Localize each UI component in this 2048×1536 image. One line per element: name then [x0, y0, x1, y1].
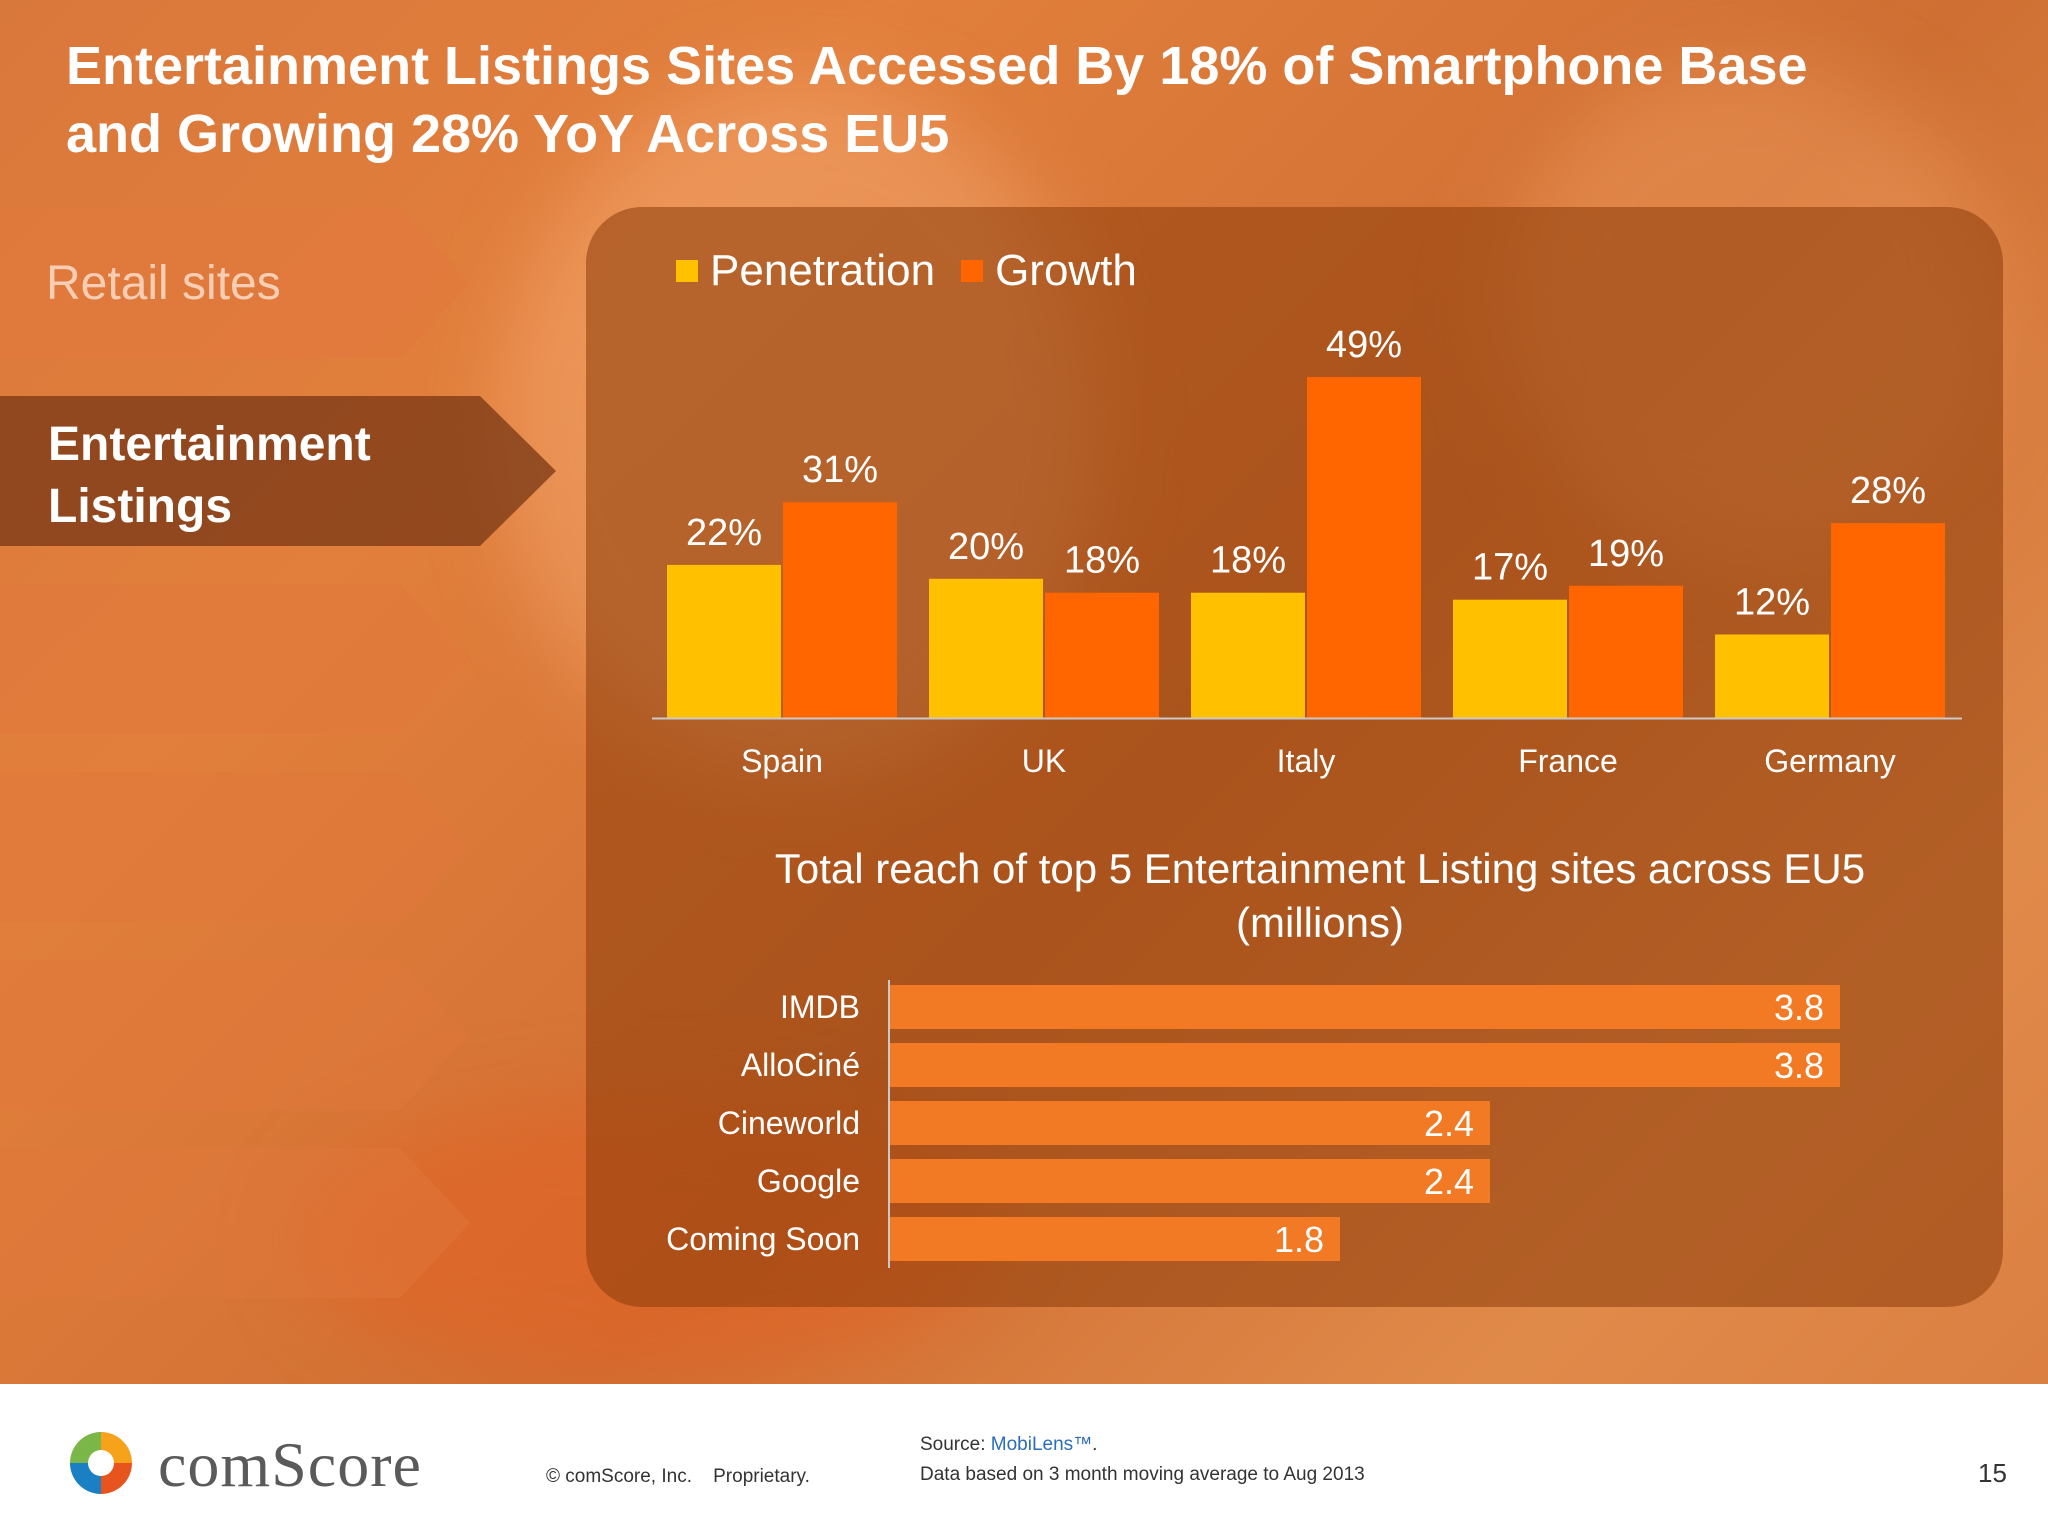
nav-tab-shape — [0, 396, 556, 546]
reach-data-label: 3.8 — [1774, 987, 1824, 1028]
data-label: 19% — [1588, 533, 1664, 575]
page-number: 15 — [1978, 1458, 2007, 1488]
reach-category-label: Cineworld — [718, 1105, 860, 1141]
bar-penetration-uk — [929, 578, 1043, 718]
nav-tab-shape — [0, 208, 470, 358]
reach-data-label: 2.4 — [1424, 1103, 1474, 1144]
data-label: 49% — [1326, 324, 1402, 366]
x-tick-label: Italy — [1277, 743, 1336, 779]
footer-source-link[interactable]: MobiLens™ — [990, 1434, 1093, 1455]
data-label: 31% — [802, 449, 878, 491]
footer-copyright-text: © comScore, Inc. — [546, 1466, 692, 1487]
data-label: 22% — [686, 512, 762, 554]
bar-growth-uk — [1045, 592, 1159, 718]
data-label: 20% — [948, 526, 1024, 568]
nav-tab-label: Entertainment Listings — [48, 414, 371, 538]
nav-tab-entertainment-listings[interactable]: Entertainment Listings — [0, 396, 560, 546]
reach-category-label: Google — [757, 1163, 860, 1199]
x-tick-label: Spain — [741, 743, 823, 779]
reach-bar-coming-soon — [890, 1217, 1340, 1261]
reach-category-label: IMDB — [780, 989, 860, 1025]
reach-bar-cineworld — [890, 1101, 1490, 1145]
bar-growth-germany — [1831, 523, 1945, 718]
reach-bar-allocin- — [890, 1043, 1840, 1087]
footer-source-prefix: Source: — [920, 1434, 991, 1455]
bar-growth-france — [1569, 585, 1683, 718]
nav-tab-retail-sites[interactable]: Retail sites — [0, 208, 470, 358]
nav-tab-shape — [0, 960, 470, 1110]
footer — [0, 1384, 2048, 1536]
comscore-logo-text: comScore — [158, 1429, 422, 1500]
nav-tab-shape — [0, 1148, 470, 1298]
nav-tab-shape — [0, 772, 470, 922]
reach-chart-title-line-2: (millions) — [1236, 899, 1404, 946]
bar-penetration-france — [1453, 599, 1567, 718]
data-label: 12% — [1734, 581, 1810, 623]
reach-bar-google — [890, 1159, 1490, 1203]
x-tick-label: Germany — [1764, 743, 1896, 779]
legend-item-penetration: Penetration — [676, 246, 935, 296]
reach-data-label: 3.8 — [1774, 1045, 1824, 1086]
legend-label: Penetration — [710, 246, 936, 295]
footer-note: Data based on 3 month moving average to … — [920, 1464, 1365, 1485]
data-label: 17% — [1472, 547, 1548, 589]
legend-swatch-penetration — [676, 260, 698, 282]
slide-title-line-2: and Growing 28% YoY Across EU5 — [66, 104, 950, 164]
comscore-logo-icon — [70, 1432, 132, 1494]
reach-bar-imdb — [890, 985, 1840, 1029]
reach-chart-title-line-1: Total reach of top 5 Entertainment Listi… — [774, 845, 1866, 892]
reach-chart-title: Total reach of top 5 Entertainment Listi… — [700, 842, 1940, 950]
nav-tab-empty[interactable] — [0, 960, 470, 1110]
x-tick-label: UK — [1022, 743, 1066, 779]
bar-penetration-spain — [667, 564, 781, 718]
footer-copyright: © comScore, Inc. Proprietary. — [546, 1466, 810, 1488]
bar-growth-spain — [783, 502, 897, 718]
nav-tab-empty[interactable] — [0, 1148, 470, 1298]
nav-tab-empty[interactable] — [0, 772, 470, 922]
x-tick-label: France — [1518, 743, 1618, 779]
legend-item-growth: Growth — [961, 246, 1137, 296]
slide-title-line-1: Entertainment Listings Sites Accessed By… — [66, 36, 1808, 96]
data-label: 28% — [1850, 470, 1926, 512]
reach-data-label: 1.8 — [1274, 1219, 1324, 1260]
reach-category-label: Coming Soon — [666, 1221, 860, 1257]
footer-proprietary: Proprietary. — [713, 1466, 810, 1487]
nav-tab-label-line-2: Listings — [48, 480, 233, 533]
nav-tab-empty[interactable] — [0, 584, 470, 734]
footer-source: Source: MobiLens™. — [920, 1434, 1097, 1456]
nav-tab-label: Retail sites — [46, 257, 281, 310]
slide-title: Entertainment Listings Sites Accessed By… — [66, 32, 1966, 168]
chart-legend: Penetration Growth — [676, 246, 1163, 296]
reach-category-label: AlloCiné — [741, 1047, 860, 1083]
nav-tab-label-line-1: Entertainment — [48, 418, 371, 471]
bar-penetration-italy — [1191, 592, 1305, 718]
legend-label: Growth — [995, 246, 1137, 295]
footer-source-suffix: . — [1092, 1434, 1098, 1455]
bar-penetration-germany — [1715, 634, 1829, 718]
data-label: 18% — [1064, 540, 1140, 582]
charts-canvas: 22% 31% Spain 20% 18% UK 18% 49% Italy 17% 19% Fran… — [652, 324, 1962, 1268]
legend-swatch-growth — [961, 260, 984, 282]
bar-growth-italy — [1307, 376, 1421, 718]
data-label: 18% — [1210, 540, 1286, 582]
reach-data-label: 2.4 — [1424, 1161, 1474, 1202]
nav-tab-shape — [0, 584, 470, 734]
